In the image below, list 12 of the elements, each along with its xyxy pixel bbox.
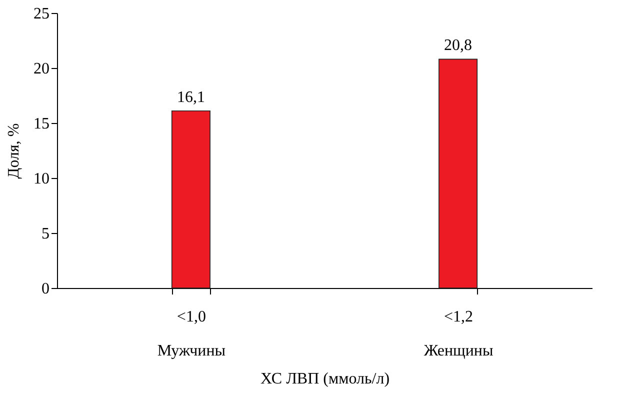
x-axis-title: ХС ЛВП (ммоль/л) — [260, 370, 390, 388]
x-tick-label: <1,2 Женщины — [424, 308, 494, 360]
x-tick-label: <1,0 Мужчины — [157, 308, 226, 360]
y-tick-label: 20 — [34, 60, 50, 78]
y-tick-label: 5 — [42, 226, 50, 242]
y-axis-title: Доля, % — [6, 123, 22, 179]
y-tick-label: 0 — [42, 280, 50, 298]
y-tick-label: 15 — [34, 116, 50, 132]
data-label: 20,8 — [444, 37, 472, 54]
y-tick-label: 10 — [34, 170, 50, 188]
y-tick-label: 25 — [34, 6, 50, 22]
data-label: 16,1 — [176, 88, 205, 106]
